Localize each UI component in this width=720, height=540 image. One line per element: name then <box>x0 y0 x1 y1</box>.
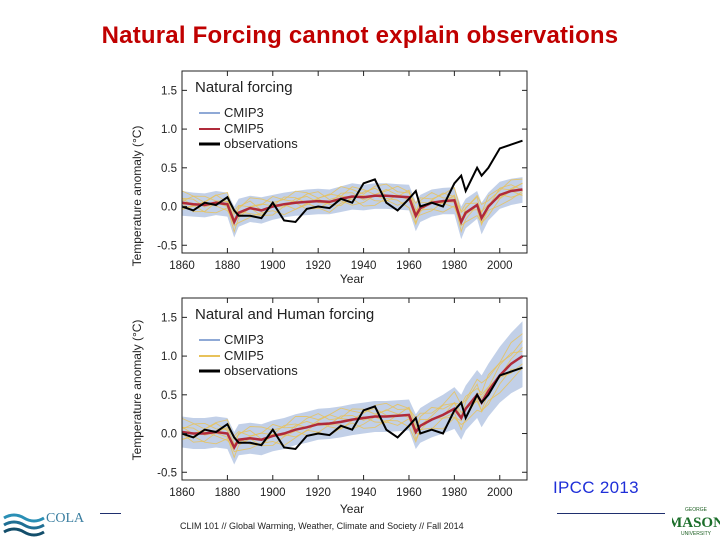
legend-label-cmip3: CMIP3 <box>224 332 264 347</box>
y-tick-label: 1.5 <box>161 312 177 324</box>
y-tick-label: 1.0 <box>161 351 177 363</box>
plot-frame <box>181 297 528 481</box>
chart-title: Natural forcing <box>195 79 293 96</box>
cola-logo: COLA <box>3 511 85 537</box>
legend-label-cmip5: CMIP5 <box>224 121 264 136</box>
x-tick-label: 1880 <box>215 487 241 499</box>
cmip-uncertainty-band <box>182 177 523 240</box>
y-tick-label: 0.5 <box>161 390 177 402</box>
y-tick-label: 0.0 <box>161 429 177 441</box>
x-tick-label: 1980 <box>442 487 468 499</box>
x-tick-label: 1900 <box>260 487 286 499</box>
mason-logo-text: MASON <box>672 515 720 531</box>
model-run-line <box>181 333 523 441</box>
y-tick-label: 0.0 <box>161 202 177 214</box>
source-citation: IPCC 2013 <box>553 478 639 497</box>
x-tick-label: 1960 <box>396 260 422 272</box>
cola-logo-text: COLA <box>46 511 85 526</box>
observations-line <box>181 139 523 224</box>
axis-ticks: 1860 1880 1900 1920 1940 1960 1980 2000 -0.5 0.0 0… <box>157 298 527 499</box>
y-tick-label: 0.5 <box>161 163 177 175</box>
x-tick-label: 1940 <box>351 487 377 499</box>
x-tick-label: 2000 <box>487 260 513 272</box>
x-axis-label: Year <box>340 502 364 516</box>
legend-label-cmip3: CMIP3 <box>224 105 264 120</box>
multi-model-mean-line <box>181 188 523 226</box>
y-tick-label: -0.5 <box>157 467 177 479</box>
x-tick-label: 1900 <box>260 260 286 272</box>
y-tick-label: 1.0 <box>161 124 177 136</box>
footer-divider-left <box>100 513 121 514</box>
x-tick-label: 2000 <box>487 487 513 499</box>
x-tick-label: 1920 <box>305 260 331 272</box>
x-tick-label: 1920 <box>305 487 331 499</box>
legend-label-observations: observations <box>224 136 298 151</box>
cmip5-band <box>182 177 523 240</box>
model-run-line <box>181 367 523 453</box>
footer-course-text: CLIM 101 // Global Warming, Weather, Cli… <box>180 521 464 531</box>
x-tick-label: 1880 <box>215 260 241 272</box>
legend-label-cmip5: CMIP5 <box>224 348 264 363</box>
y-axis-label: Temperature anomaly (°C) <box>130 320 144 461</box>
y-tick-label: 1.5 <box>161 85 177 97</box>
plot-frame <box>181 70 528 254</box>
chart-title: Natural and Human forcing <box>195 306 374 323</box>
x-tick-label: 1940 <box>351 260 377 272</box>
x-tick-label: 1960 <box>396 487 422 499</box>
legend-label-observations: observations <box>224 363 298 378</box>
y-axis-label: Temperature anomaly (°C) <box>130 126 144 267</box>
model-run-line <box>181 190 523 234</box>
y-tick-label: -0.5 <box>157 240 177 252</box>
mason-logo-top-text: GEORGE <box>685 507 708 513</box>
chart-natural-forcing: 1860 1880 1900 1920 1940 1960 1980 2000 -0.5 0.0 0… <box>130 70 528 286</box>
chart-natural-and-human-forcing: 1860 1880 1900 1920 1940 1960 1980 2000 -0.5 0.0 0… <box>130 297 528 516</box>
mason-logo: GEORGE MASON UNIVERSITY <box>672 507 720 537</box>
axis-ticks: 1860 1880 1900 1920 1940 1960 1980 2000 -0.5 0.0 0… <box>157 71 527 272</box>
model-run-line <box>181 178 523 216</box>
footer-divider-right <box>557 513 665 514</box>
mason-logo-bottom-text: UNIVERSITY <box>681 531 712 537</box>
x-tick-label: 1860 <box>169 260 195 272</box>
slide-title: Natural Forcing cannot explain observati… <box>101 22 619 49</box>
legend: CMIP3 CMIP5 observations <box>199 332 298 378</box>
x-tick-label: 1980 <box>442 260 468 272</box>
x-tick-label: 1860 <box>169 487 195 499</box>
legend: CMIP3 CMIP5 observations <box>199 105 298 151</box>
model-run-line <box>181 182 523 216</box>
x-axis-label: Year <box>340 272 364 286</box>
observations-line <box>181 366 523 451</box>
